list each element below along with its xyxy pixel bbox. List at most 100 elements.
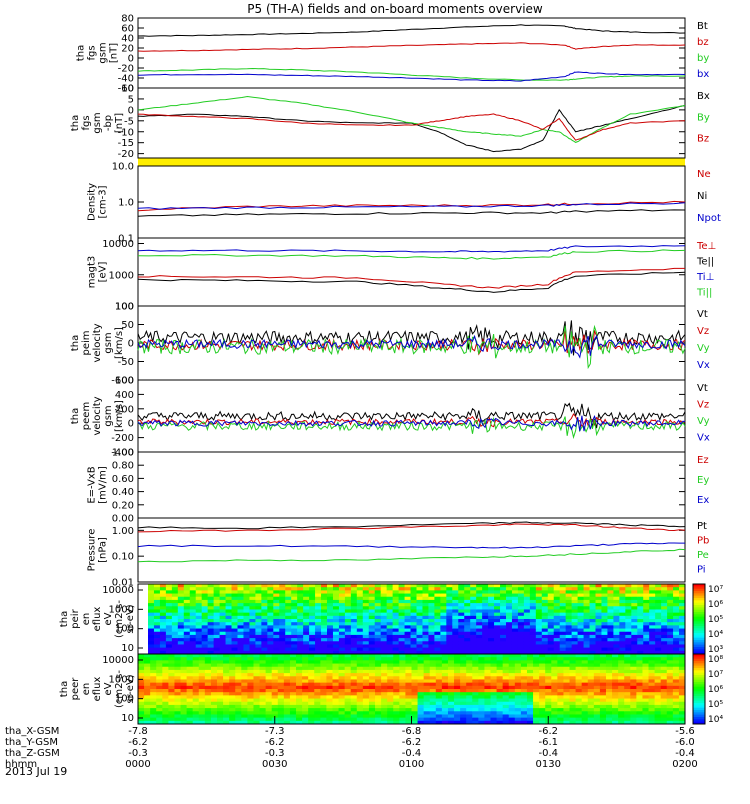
spectrogram-cell xyxy=(168,711,175,715)
spectrogram-cell xyxy=(672,695,680,700)
spectrogram-cell xyxy=(332,631,340,636)
spectrogram-cell xyxy=(393,654,400,658)
spectrogram-cell xyxy=(624,673,631,677)
spectrogram-cell xyxy=(267,644,274,649)
spectrogram-cell xyxy=(392,584,400,588)
spectrogram-cell xyxy=(666,660,674,665)
spectrogram-cell xyxy=(261,615,268,620)
spectrogram-cell xyxy=(399,679,406,684)
spectrogram-cell xyxy=(253,657,261,661)
spectrogram-cell xyxy=(204,701,212,706)
spectrogram-cell xyxy=(488,625,495,630)
spectrogram-cell xyxy=(422,628,429,633)
spectrogram-cell xyxy=(539,666,546,671)
spectrogram-cell xyxy=(514,701,522,706)
spectrogram-cell xyxy=(496,689,504,693)
spectrogram-cell xyxy=(666,689,674,693)
spectrogram-cell xyxy=(458,622,465,626)
spectrogram-cell xyxy=(599,673,607,677)
spectrogram-cell xyxy=(138,717,145,722)
spectrogram-cell xyxy=(201,634,209,639)
spectrogram-cell xyxy=(297,615,304,620)
spectrogram-cell xyxy=(599,704,607,709)
ylabel-fgs-mag-detrended: tha xyxy=(70,115,81,131)
spectrogram-cell xyxy=(673,612,680,617)
spectrogram-cell xyxy=(559,596,567,601)
spectrogram-cell xyxy=(490,714,498,719)
spectrogram-cell xyxy=(551,663,558,668)
spectrogram-cell xyxy=(472,720,479,725)
spectrogram-cell xyxy=(231,638,238,642)
spectrogram-cell xyxy=(404,631,412,636)
spectrogram-cell xyxy=(583,599,591,604)
spectrogram-cell xyxy=(255,615,262,620)
spectrogram-cell xyxy=(380,603,388,607)
spectrogram-cell xyxy=(189,603,197,607)
spectrogram-cell xyxy=(661,634,668,639)
spectrogram-cell xyxy=(138,689,145,693)
spectrogram-cell xyxy=(271,692,279,696)
spectrogram-cell xyxy=(672,682,680,687)
spectrogram-cell xyxy=(466,654,473,658)
spectrogram-cell xyxy=(138,679,145,684)
spectrogram-cell xyxy=(204,682,212,687)
spectrogram-cell xyxy=(642,685,650,690)
spectrogram-cell xyxy=(612,704,619,709)
ytick-label-peer-spectrogram: 1000 xyxy=(109,674,134,685)
spectrogram-cell xyxy=(605,682,613,687)
spectrogram-cell xyxy=(563,698,571,703)
spectrogram-cell xyxy=(533,669,540,674)
spectrogram-cell xyxy=(447,660,455,665)
series-line-temperature-3 xyxy=(137,249,686,260)
spectrogram-cell xyxy=(338,638,346,642)
spectrogram-cell xyxy=(368,708,376,712)
spectrogram-cell xyxy=(235,708,242,712)
spectrogram-cell xyxy=(428,596,435,601)
spectrogram-cell xyxy=(514,704,522,709)
spectrogram-cell xyxy=(255,644,262,649)
spectrogram-cell xyxy=(458,628,465,633)
spectrogram-cell xyxy=(569,657,577,661)
spectrogram-cell xyxy=(428,638,435,642)
spectrogram-cell xyxy=(637,593,644,598)
spectrogram-cell xyxy=(673,634,680,639)
spectrogram-cell xyxy=(241,704,248,709)
spectrogram-cell xyxy=(165,625,173,630)
spectrogram-cell xyxy=(350,650,358,655)
spectrogram-cell xyxy=(399,663,406,668)
spectrogram-cell xyxy=(434,647,441,652)
spectrogram-cell xyxy=(153,612,161,617)
spectrogram-cell xyxy=(472,685,479,690)
spectrogram-cell xyxy=(210,682,218,687)
spectrogram-cell xyxy=(192,708,200,712)
spectrogram-cell xyxy=(156,679,163,684)
spectrogram-cell xyxy=(520,692,528,696)
spectrogram-cell xyxy=(613,612,620,617)
spectrogram-cell xyxy=(271,660,279,665)
spectrogram-cell xyxy=(315,606,322,610)
spectrogram-cell xyxy=(219,650,227,655)
spectrogram-cell xyxy=(159,650,167,655)
spectrogram-cell xyxy=(243,587,250,591)
spectrogram-cell xyxy=(502,720,510,725)
colorbar-label: 10⁴ xyxy=(708,715,723,725)
spectrogram-cell xyxy=(490,698,498,703)
spectrogram-cell xyxy=(387,689,394,693)
spectrogram-cell xyxy=(255,593,262,598)
colorbar-segment xyxy=(693,658,705,662)
spectrogram-cell xyxy=(381,708,388,712)
spectrogram-cell xyxy=(315,638,322,642)
spectrogram-cell xyxy=(332,615,340,620)
spectrogram-cell xyxy=(374,628,382,633)
spectrogram-cell xyxy=(386,622,394,626)
spectrogram-cell xyxy=(563,660,571,665)
spectrogram-cell xyxy=(533,695,540,700)
spectrogram-cell xyxy=(488,596,495,601)
spectrogram-cell xyxy=(619,625,626,630)
spectrogram-cell xyxy=(296,657,303,661)
spectrogram-cell xyxy=(484,669,492,674)
spectrogram-cell xyxy=(630,692,637,696)
spectrogram-cell xyxy=(338,584,346,588)
spectrogram-cell xyxy=(655,641,662,645)
spectrogram-cell xyxy=(535,625,543,630)
